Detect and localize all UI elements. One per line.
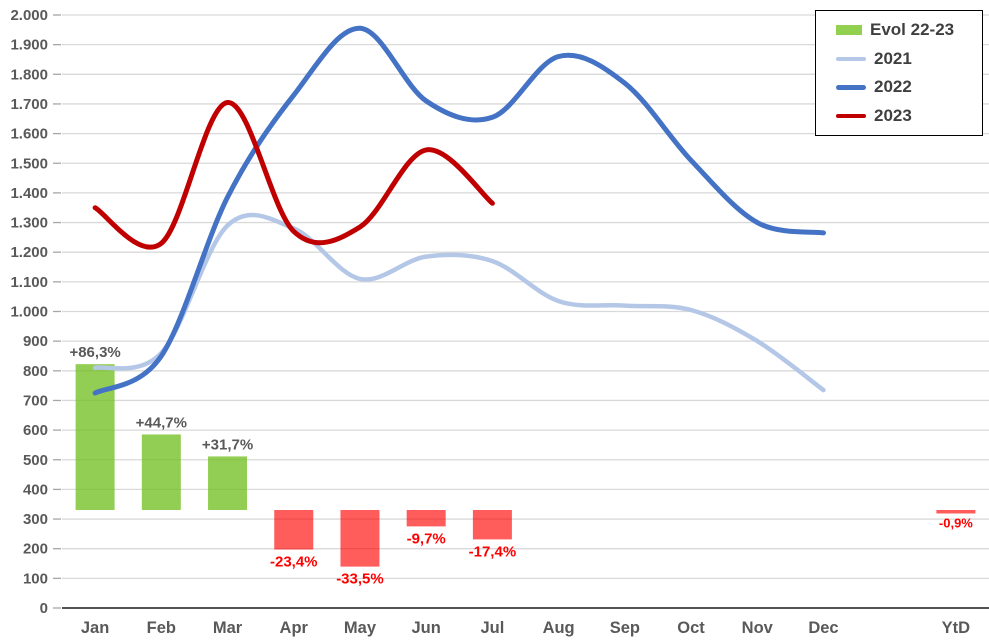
x-axis-label-mar: Mar — [213, 619, 243, 637]
bar-value-label-jun: -9,7% — [407, 530, 446, 547]
y-axis-tick-label: 600 — [23, 422, 48, 439]
y-axis-tick-label: 1.600 — [10, 126, 48, 143]
bar-value-label-jan: +86,3% — [69, 344, 120, 361]
y-axis-tick-label: 1.100 — [10, 274, 48, 291]
y-axis-tick-label: 200 — [23, 541, 48, 558]
bar-value-label-ytd: -0,9% — [939, 516, 973, 531]
y-axis-tick-label: 400 — [23, 481, 48, 498]
x-axis-label-nov: Nov — [742, 619, 774, 637]
legend-label-2022: 2022 — [874, 77, 912, 97]
legend-item-2021: 2021 — [836, 49, 978, 69]
y-axis-tick-label: 700 — [23, 392, 48, 409]
legend-label-2021: 2021 — [874, 48, 912, 68]
y-axis-tick-label: 1.900 — [10, 37, 48, 54]
y-axis-tick-label: 300 — [23, 511, 48, 528]
y-axis-tick-label: 1.700 — [10, 96, 48, 113]
y-axis-tick-label: 1.800 — [10, 66, 48, 83]
x-axis-label-dec: Dec — [808, 619, 838, 637]
legend-swatch-evol-22-23 — [836, 25, 862, 36]
evol-bar-jan — [75, 364, 115, 510]
legend-item-evol-22-23: Evol 22-23 — [836, 20, 978, 40]
evol-bar-jun — [406, 510, 446, 527]
x-axis-label-ytd: YtD — [942, 619, 971, 637]
legend-swatch-2023 — [836, 113, 866, 118]
y-axis-tick-label: 800 — [23, 363, 48, 380]
evol-bar-may — [340, 510, 380, 567]
legend-swatch-2021 — [836, 56, 866, 61]
bar-value-label-may: -33,5% — [336, 571, 384, 588]
evol-bar-feb — [141, 434, 181, 510]
bar-value-label-mar: +31,7% — [202, 436, 253, 453]
y-axis-tick-label: 1.300 — [10, 215, 48, 232]
series-line-2021 — [92, 212, 826, 393]
y-axis-tick-label: 0 — [40, 600, 48, 617]
x-axis-label-aug: Aug — [543, 619, 575, 637]
legend-label-evol-22-23: Evol 22-23 — [870, 20, 955, 40]
y-axis-tick-label: 900 — [23, 333, 48, 350]
x-axis-label-apr: Apr — [280, 619, 309, 637]
series-line-2023 — [92, 100, 495, 250]
evol-bar-mar — [208, 456, 248, 510]
x-axis-label-feb: Feb — [147, 619, 176, 637]
legend-item-2022: 2022 — [836, 77, 978, 97]
y-axis-tick-label: 1.200 — [10, 244, 48, 261]
y-axis-tick-label: 1.400 — [10, 185, 48, 202]
x-axis-label-jun: Jun — [412, 619, 441, 637]
x-axis-label-oct: Oct — [677, 619, 705, 637]
bar-value-label-apr: -23,4% — [270, 554, 318, 571]
bar-value-label-jul: -17,4% — [469, 543, 517, 560]
legend: Evol 22-23 2021 2022 2023 — [815, 10, 983, 136]
x-axis-label-sep: Sep — [610, 619, 640, 637]
bar-value-label-feb: +44,7% — [136, 414, 187, 431]
evol-bar-ytd — [936, 510, 976, 514]
x-axis-label-jan: Jan — [81, 619, 109, 637]
evol-bar-apr — [274, 510, 314, 550]
x-axis-label-jul: Jul — [480, 619, 504, 637]
evol-bar-jul — [472, 510, 512, 540]
y-axis-tick-label: 100 — [23, 570, 48, 587]
legend-item-2023: 2023 — [836, 106, 978, 126]
legend-label-2023: 2023 — [874, 105, 912, 125]
y-axis-tick-label: 2.000 — [10, 7, 48, 24]
series-line-2022 — [92, 25, 826, 396]
y-axis-tick-label: 1.000 — [10, 304, 48, 321]
x-axis-label-may: May — [344, 619, 377, 637]
y-axis-tick-label: 500 — [23, 452, 48, 469]
legend-swatch-2022 — [836, 85, 866, 90]
y-axis-tick-label: 1.500 — [10, 155, 48, 172]
